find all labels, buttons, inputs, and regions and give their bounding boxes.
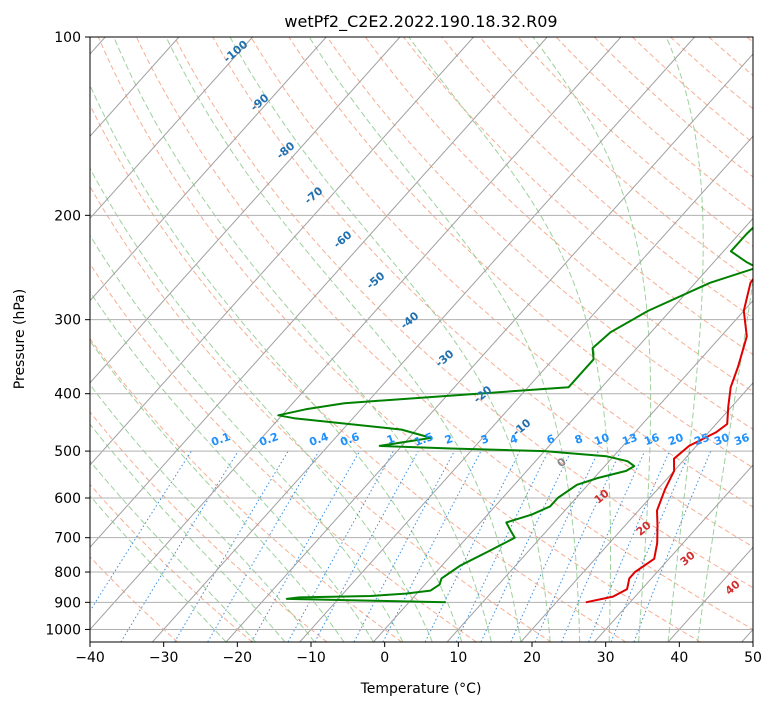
y-axis-title: Pressure (hPa): [12, 289, 28, 389]
isotherm-line: [520, 382, 753, 642]
isotherm-line: [225, 53, 753, 642]
mixing-ratio-label: 0.1: [209, 430, 232, 449]
mixing-ratio-label: 1: [385, 432, 397, 447]
mixing-ratio-label: 3: [479, 432, 491, 447]
x-tick-label: −30: [149, 650, 179, 666]
x-tick-label: 20: [523, 650, 541, 666]
mixing-ratio-line: [424, 450, 521, 642]
moist-adiabat-line: [408, 37, 611, 642]
dry-adiabat-line: [90, 483, 253, 642]
y-axis-ticks: 100 200 300 400 500 600 700 800 900 1000: [45, 30, 90, 638]
moist-adiabat-line: [90, 167, 433, 642]
x-tick-label: 10: [449, 650, 467, 666]
dry-adiabat-line: [90, 104, 627, 642]
y-tick-label: 800: [54, 565, 81, 581]
isotherm-line: [90, 37, 327, 302]
moist-adiabat-line: [165, 37, 522, 642]
dry-adiabat-line: [174, 37, 753, 589]
mixing-ratio-label: 36: [732, 431, 751, 449]
moist-adiabat-line: [90, 423, 286, 642]
x-tick-label: −40: [75, 650, 105, 666]
plot-area: -100-90-80-70-60-50-40-30-20-10010203040…: [90, 37, 753, 642]
x-axis-title: Temperature (°C): [360, 681, 482, 697]
moist-adiabat-line: [90, 495, 227, 642]
dry-adiabat-line: [212, 37, 753, 548]
y-tick-label: 500: [54, 444, 81, 460]
mixing-ratio-label: 0.4: [307, 430, 330, 449]
mixing-ratio-label: 2: [443, 432, 455, 447]
isotherm-line: [90, 37, 253, 220]
dewpoint-profile-line: [277, 226, 753, 604]
y-tick-label: 400: [54, 387, 81, 403]
temperature-profile-line: [585, 277, 753, 604]
mixing-ratio-line: [534, 450, 621, 642]
y-tick-label: 200: [54, 208, 81, 224]
mixing-ratio-line: [314, 450, 419, 642]
moist-adiabat-line: [665, 37, 704, 642]
dry-adiabat-line: [135, 37, 753, 630]
mixing-ratio-label: 4: [508, 432, 520, 447]
mixing-ratio-line: [90, 450, 192, 612]
moist-adiabat-line: [113, 37, 492, 642]
x-tick-label: 40: [670, 650, 688, 666]
series: [277, 226, 753, 604]
dry-adiabat-line: [90, 185, 552, 642]
y-tick-label: 300: [54, 313, 81, 329]
isotherm-line: [373, 217, 753, 642]
y-tick-label: 700: [54, 531, 81, 547]
y-tick-label: 1000: [45, 622, 81, 638]
isotherm-line: [299, 135, 753, 642]
mixing-ratio-label: 30: [712, 431, 731, 449]
dry-adiabat-line: [90, 262, 477, 642]
mixing-ratio-line: [610, 450, 691, 642]
dry-adiabat-line: [250, 37, 753, 508]
skewed-isotherms: [90, 37, 753, 642]
mixing-ratio-line: [287, 450, 394, 642]
plot-frame: [89, 36, 754, 643]
y-tick-label: 600: [54, 491, 81, 507]
moist-adiabat-line: [90, 383, 315, 642]
x-tick-label: 50: [744, 650, 762, 666]
isotherm-line: [90, 37, 474, 466]
isotherm-line: [446, 299, 753, 642]
mixing-ratio-label: 0.2: [257, 430, 280, 449]
mixing-ratio-line: [251, 450, 361, 642]
mixing-ratio-label: 1.5: [412, 430, 435, 449]
chart-title: wetPf2_C2E2.2022.190.18.32.R09: [284, 12, 557, 32]
x-tick-label: 30: [597, 650, 615, 666]
y-tick-label: 900: [54, 595, 81, 611]
mixing-ratio-line: [588, 450, 670, 642]
isotherm-line: [90, 37, 401, 384]
mixing-ratio-line: [561, 450, 646, 642]
mixing-ratio-label: 8: [573, 432, 585, 447]
moist-adiabat-line: [90, 460, 256, 642]
mixing-ratio-label: 25: [692, 431, 711, 448]
x-tick-label: 0: [380, 650, 389, 666]
mixing-ratio-line: [633, 450, 712, 642]
y-tick-label: 100: [54, 30, 81, 46]
mixing-ratio-label: 20: [666, 431, 685, 449]
moist-adiabat-line: [308, 37, 581, 642]
moist-adiabat-line: [90, 84, 463, 642]
mixing-ratio-label: 16: [642, 431, 661, 449]
dry-adiabat-line: [364, 37, 753, 393]
x-axis-ticks: −40 −30 −20 −10 0 10 20 30 40 50: [75, 642, 762, 666]
mixing-ratio-label: 6: [545, 432, 557, 447]
x-tick-label: −10: [296, 650, 326, 666]
isotherm-line: [90, 37, 622, 631]
isotherm-line: [90, 37, 548, 548]
dry-adiabat-line: [441, 37, 753, 319]
moist-adiabat-line: [532, 37, 652, 642]
mixing-ratio-label: 13: [620, 431, 639, 448]
mixing-ratio-label: 10: [592, 431, 611, 449]
x-tick-label: −20: [223, 650, 253, 666]
dry-adiabat-line: [326, 37, 753, 430]
grid-lines: [90, 37, 753, 630]
isotherm-line: [152, 37, 695, 642]
mixing-ratio-label: 0.6: [338, 430, 361, 449]
moist-adiabat-line: [229, 37, 551, 642]
isotherm-line: [594, 464, 753, 642]
